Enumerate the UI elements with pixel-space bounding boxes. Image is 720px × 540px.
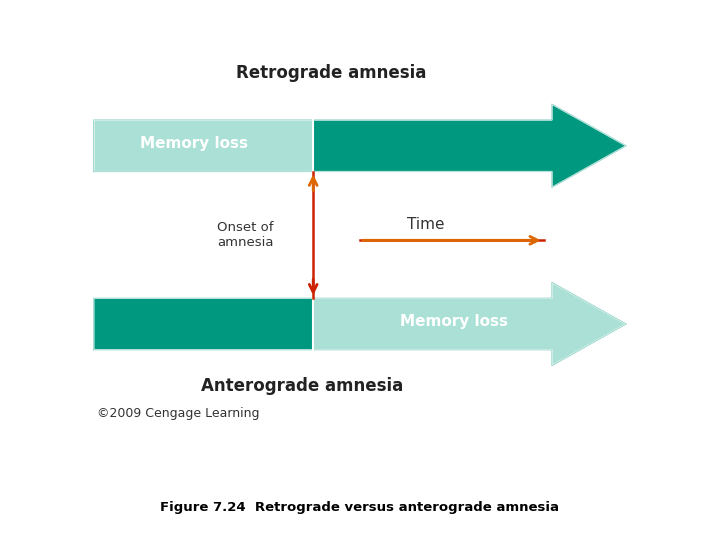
Text: ©2009 Cengage Learning: ©2009 Cengage Learning bbox=[97, 407, 260, 420]
Text: Retrograde amnesia: Retrograde amnesia bbox=[236, 64, 426, 82]
Polygon shape bbox=[94, 120, 313, 172]
Polygon shape bbox=[313, 104, 626, 188]
Text: Onset of
amnesia: Onset of amnesia bbox=[217, 221, 274, 249]
Text: Memory loss: Memory loss bbox=[400, 314, 508, 329]
Text: Anterograde amnesia: Anterograde amnesia bbox=[202, 377, 403, 395]
Text: Time: Time bbox=[407, 217, 444, 232]
Text: Memory loss: Memory loss bbox=[140, 136, 248, 151]
Polygon shape bbox=[313, 282, 626, 366]
Text: Figure 7.24  Retrograde versus anterograde amnesia: Figure 7.24 Retrograde versus anterograd… bbox=[161, 501, 559, 514]
Polygon shape bbox=[94, 298, 313, 350]
